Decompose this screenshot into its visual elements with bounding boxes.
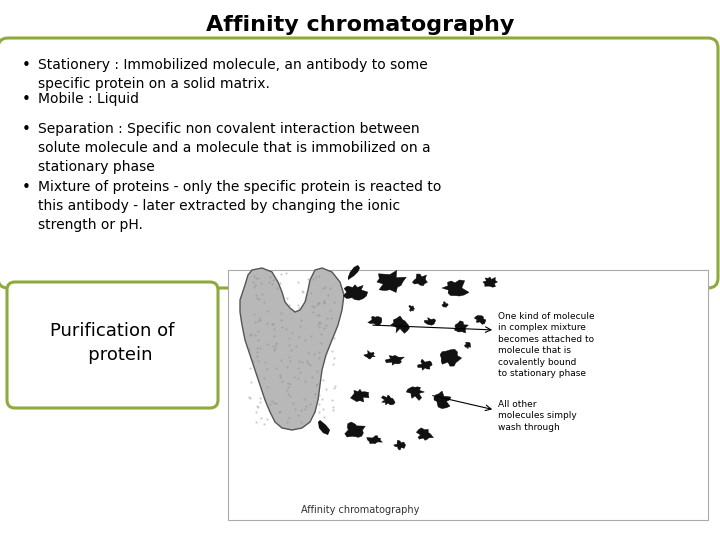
Text: One kind of molecule
in complex mixture
becomes attached to
molecule that is
cov: One kind of molecule in complex mixture …: [498, 312, 595, 378]
Polygon shape: [391, 316, 410, 333]
Polygon shape: [377, 271, 406, 293]
Text: •: •: [22, 122, 31, 137]
Polygon shape: [345, 422, 365, 437]
Polygon shape: [318, 420, 330, 435]
Text: Stationery : Immobilized molecule, an antibody to some
specific protein on a sol: Stationery : Immobilized molecule, an an…: [38, 58, 428, 91]
Text: Purification of
   protein: Purification of protein: [50, 321, 174, 365]
Polygon shape: [394, 440, 405, 450]
Polygon shape: [368, 316, 382, 326]
Text: •: •: [22, 92, 31, 107]
Polygon shape: [351, 389, 369, 402]
Polygon shape: [442, 302, 448, 307]
Text: •: •: [22, 58, 31, 73]
Text: •: •: [22, 180, 31, 195]
Polygon shape: [442, 280, 469, 296]
Polygon shape: [413, 274, 428, 286]
Polygon shape: [382, 395, 395, 405]
Polygon shape: [474, 315, 486, 325]
Polygon shape: [409, 305, 415, 312]
Polygon shape: [483, 277, 498, 287]
FancyBboxPatch shape: [0, 38, 718, 288]
Polygon shape: [434, 391, 451, 409]
FancyBboxPatch shape: [7, 282, 218, 408]
Polygon shape: [406, 387, 424, 400]
Text: Mixture of proteins - only the specific protein is reacted to
this antibody - la: Mixture of proteins - only the specific …: [38, 180, 441, 232]
Polygon shape: [343, 285, 368, 300]
Polygon shape: [464, 342, 471, 349]
Text: All other
molecules simply
wash through: All other molecules simply wash through: [498, 400, 577, 432]
Polygon shape: [416, 428, 433, 440]
Polygon shape: [240, 268, 344, 430]
Polygon shape: [385, 355, 405, 365]
Polygon shape: [418, 359, 432, 370]
Polygon shape: [440, 349, 462, 366]
Text: Separation : Specific non covalent interaction between
solute molecule and a mol: Separation : Specific non covalent inter…: [38, 122, 431, 174]
Polygon shape: [454, 321, 468, 333]
Text: Mobile : Liquid: Mobile : Liquid: [38, 92, 139, 106]
Text: Affinity chromatography: Affinity chromatography: [301, 505, 419, 515]
Polygon shape: [364, 350, 375, 359]
Polygon shape: [348, 265, 360, 280]
Text: Affinity chromatography: Affinity chromatography: [206, 15, 514, 35]
Polygon shape: [366, 436, 382, 444]
Bar: [228, 270, 708, 520]
Polygon shape: [424, 318, 436, 325]
